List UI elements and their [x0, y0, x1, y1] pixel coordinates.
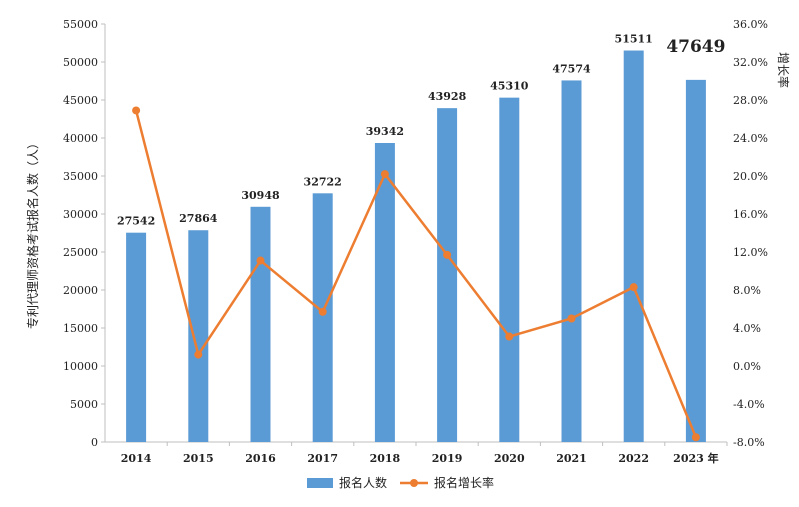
bar-value-label: 47574 [552, 62, 591, 75]
left-tick-label: 10000 [63, 360, 98, 373]
growth-rate-point-2023 [692, 433, 700, 441]
legend-swatch-bar [307, 478, 333, 488]
bar-value-label: 51511 [615, 33, 653, 46]
bar-2014 [126, 233, 146, 442]
right-tick-label: 16.0% [733, 208, 768, 221]
left-tick-label: 40000 [63, 132, 98, 145]
x-tick-label: 2016 [245, 452, 276, 465]
right-tick-label: 20.0% [733, 170, 768, 183]
left-tick-label: 45000 [63, 94, 98, 107]
bar-2020 [499, 98, 519, 442]
legend-label-bar: 报名人数 [339, 475, 387, 490]
growth-rate-point-2014 [132, 106, 140, 114]
legend: 报名人数 报名增长率 [307, 475, 494, 490]
bar-value-label: 27542 [117, 215, 155, 228]
bar-2019 [437, 108, 457, 442]
growth-rate-point-2022 [630, 283, 638, 291]
right-tick-label: 32.0% [733, 56, 768, 69]
legend-label-line: 报名增长率 [434, 475, 494, 490]
right-tick-label: 0.0% [733, 360, 761, 373]
right-tick-label: 4.0% [733, 322, 761, 335]
right-tick-label: 12.0% [733, 246, 768, 259]
left-tick-label: 5000 [70, 398, 98, 411]
bar-2021 [562, 80, 582, 442]
bar-2015 [188, 230, 208, 442]
growth-rate-point-2016 [257, 257, 265, 265]
x-tick-label: 2014 [121, 452, 152, 465]
right-tick-label: -4.0% [733, 398, 765, 411]
left-tick-label: 50000 [63, 56, 98, 69]
legend-swatch-marker [410, 479, 418, 487]
left-tick-label: 20000 [63, 284, 98, 297]
x-tick-label: 2021 [556, 452, 587, 465]
left-tick-label: 30000 [63, 208, 98, 221]
left-tick-label: 25000 [63, 246, 98, 259]
x-tick-label: 2015 [183, 452, 214, 465]
left-tick-label: 0 [91, 436, 98, 449]
right-tick-label: 28.0% [733, 94, 768, 107]
bar-2016 [251, 207, 271, 442]
bar-2023 [686, 80, 706, 442]
bar-value-label: 47649 [666, 37, 725, 57]
bar-value-label: 32722 [304, 175, 342, 188]
x-tick-label: 2019 [432, 452, 463, 465]
left-tick-label: 35000 [63, 170, 98, 183]
bar-value-label: 27864 [179, 212, 218, 225]
x-tick-label: 2023 年 [673, 451, 718, 465]
bar-value-label: 30948 [241, 189, 280, 202]
right-tick-label: 36.0% [733, 18, 768, 31]
growth-rate-point-2019 [443, 251, 451, 259]
bar-value-label: 39342 [366, 125, 404, 138]
x-tick-label: 2017 [307, 452, 338, 465]
bar-2017 [313, 193, 333, 442]
right-tick-label: -8.0% [733, 436, 765, 449]
y2-axis-title: 增长率 [776, 52, 791, 88]
x-tick-label: 2022 [618, 452, 649, 465]
bar-value-label: 45310 [490, 80, 529, 93]
right-tick-label: 8.0% [733, 284, 761, 297]
growth-rate-point-2021 [568, 315, 576, 323]
bar-value-label: 43928 [428, 90, 467, 103]
x-tick-label: 2020 [494, 452, 525, 465]
growth-rate-point-2015 [194, 351, 202, 359]
left-tick-label: 55000 [63, 18, 98, 31]
growth-rate-point-2017 [319, 308, 327, 316]
bar-2022 [624, 51, 644, 442]
x-tick-label: 2018 [370, 452, 401, 465]
growth-rate-line [136, 110, 696, 437]
right-tick-label: 24.0% [733, 132, 768, 145]
growth-rate-point-2020 [505, 333, 513, 341]
y-axis-title: 专利代理师资格考试报名人数（人） [25, 137, 40, 329]
left-tick-label: 15000 [63, 322, 98, 335]
growth-rate-point-2018 [381, 170, 389, 178]
